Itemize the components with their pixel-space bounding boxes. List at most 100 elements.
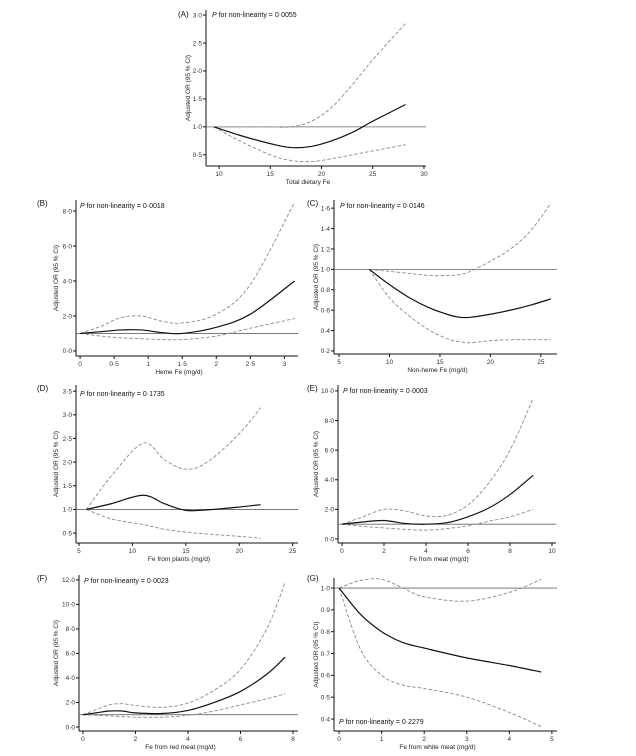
- y-tick-label: 12·0: [62, 577, 75, 584]
- y-tick-label: 0·4: [321, 328, 331, 335]
- x-tick-label: 8: [508, 548, 512, 555]
- x-tick-label: 5: [337, 359, 341, 366]
- p-nonlinearity: P for non-linearity = 0·2279: [339, 719, 424, 726]
- x-axis-label: Total dietary Fe: [286, 179, 331, 186]
- panel-label: (A): [178, 10, 189, 19]
- or-estimate-line: [368, 268, 552, 319]
- y-tick-label: 0·5: [193, 152, 203, 159]
- y-tick-label: 3·0: [63, 412, 73, 419]
- y-axis-label: Adjusted OR (95 % CI): [313, 431, 320, 497]
- x-tick-label: 2: [422, 736, 426, 743]
- y-tick-label: 1·0: [63, 507, 73, 514]
- x-tick-label: 20: [487, 359, 495, 366]
- y-tick-label: 2·0: [193, 68, 203, 75]
- y-tick-label: 1·4: [321, 226, 331, 233]
- y-tick-label: 0·0: [66, 724, 76, 731]
- y-axis-label: Adjusted OR (95 % CI): [53, 245, 60, 311]
- y-tick-label: 0·8: [321, 287, 331, 294]
- x-tick-label: 30: [420, 171, 428, 178]
- y-tick-label: 2·0: [63, 313, 73, 320]
- y-axis-label: Adjusted OR (95 % CI): [313, 244, 320, 310]
- x-tick-label: 25: [369, 171, 377, 178]
- y-tick-label: 1·0: [321, 585, 331, 592]
- p-nonlinearity: P for non-linearity = 0·0055: [212, 12, 297, 19]
- p-value-text: for non-linearity = 0·1735: [85, 391, 165, 398]
- y-tick-label: 2·0: [66, 700, 76, 707]
- or-estimate-line: [338, 587, 542, 673]
- x-tick-label: 0: [337, 736, 341, 743]
- upper-ci-line: [338, 578, 542, 602]
- y-tick-label: 0·0: [325, 536, 335, 543]
- x-axis-label: Fe from plants (mg/d): [148, 556, 210, 563]
- p-symbol: P: [80, 391, 85, 398]
- or-estimate-line: [213, 103, 406, 149]
- upper-ci-line: [369, 202, 552, 277]
- x-tick-label: 20: [236, 548, 244, 555]
- panel-e: 0·0 2·0 4·0 6·0 8·0 10·0 0 2 4 6 8 10 Fe from meat (…: [307, 384, 556, 563]
- or-estimate-line: [86, 494, 261, 512]
- y-tick-label: 8·0: [63, 208, 73, 215]
- y-axis-label: Adjusted OR (95 % CI): [313, 621, 320, 687]
- p-nonlinearity: P for non-linearity = 0·0023: [84, 578, 169, 585]
- x-axis-label: Heme Fe (mg/d): [155, 369, 202, 376]
- x-axis-label: Fe from red meat (mg/d): [145, 744, 215, 751]
- x-tick-label: 15: [182, 548, 190, 555]
- x-tick-label: 5: [77, 548, 81, 555]
- x-tick-label: 15: [267, 171, 275, 178]
- y-tick-label: 10·0: [62, 602, 75, 609]
- x-tick-label: 6: [239, 736, 243, 743]
- x-tick-label: 2: [382, 548, 386, 555]
- x-tick-label: 15: [436, 359, 444, 366]
- panel-label: (C): [307, 199, 318, 208]
- y-tick-label: 2·0: [63, 459, 73, 466]
- panel-label: (D): [37, 384, 48, 393]
- y-tick-label: 1·0: [321, 267, 331, 274]
- lower-ci-line: [82, 693, 286, 718]
- p-value-text: for non-linearity = 0·0146: [345, 203, 425, 210]
- lower-ci-line: [80, 318, 295, 341]
- x-tick-label: 10: [215, 171, 223, 178]
- panel-g: 0·4 0·5 0·6 0·7 0·8 0·9 1·0 0 1 2 3 4 5 Fe from white…: [307, 574, 557, 751]
- x-tick-label: 4: [424, 548, 428, 555]
- y-axis-label: Adjusted OR (95 % CI): [53, 431, 60, 497]
- panel-f: 0·0 2·0 4·0 6·0 8·0 10·0 12·0 0 2 4 6 8 Fe from red …: [37, 574, 298, 751]
- x-tick-label: 3: [465, 736, 469, 743]
- x-tick-label: 4: [508, 736, 512, 743]
- y-tick-label: 2·5: [63, 436, 73, 443]
- panel-label: (E): [307, 384, 318, 393]
- y-tick-label: 2·5: [193, 40, 203, 47]
- upper-ci-line: [213, 23, 406, 128]
- y-axis-label: Adjusted OR (95 % CI): [185, 55, 192, 121]
- upper-ci-line: [86, 407, 261, 510]
- x-tick-label: 20: [318, 171, 326, 178]
- y-tick-label: 6·0: [63, 243, 73, 250]
- x-tick-label: 10: [548, 548, 556, 555]
- lower-ci-line: [341, 508, 534, 531]
- upper-ci-line: [341, 398, 534, 525]
- y-tick-label: 3·0: [193, 12, 203, 19]
- x-axis-label: Non-heme Fe (mg/d): [407, 367, 467, 374]
- panel-b: 0·0 2·0 4·0 6·0 8·0 0 0·5 1 1·5 2 2·5 3 Heme Fe (mg/…: [37, 199, 298, 376]
- y-tick-label: 8·0: [66, 626, 76, 633]
- x-axis-label: Fe from meat (mg/d): [409, 556, 468, 563]
- y-tick-label: 0·7: [321, 651, 331, 658]
- y-tick-label: 0·6: [321, 307, 331, 314]
- p-value-text: for non-linearity = 0·0023: [89, 578, 169, 585]
- upper-ci-line: [82, 582, 286, 716]
- p-symbol: P: [84, 578, 89, 585]
- lower-ci-line: [338, 587, 542, 728]
- panel-label: (B): [37, 199, 48, 208]
- x-axis-label: Fe from white meat (mg/d): [399, 744, 475, 751]
- p-symbol: P: [343, 388, 348, 395]
- x-tick-label: 6: [466, 548, 470, 555]
- y-tick-label: 4·0: [66, 675, 76, 682]
- panel-label: (G): [307, 574, 319, 583]
- y-tick-label: 0·5: [63, 530, 73, 537]
- y-tick-label: 0·9: [321, 607, 331, 614]
- lower-ci-line: [86, 508, 261, 539]
- x-tick-label: 10: [386, 359, 394, 366]
- y-tick-label: 6·0: [66, 651, 76, 658]
- x-tick-label: 0: [340, 548, 344, 555]
- panel-c: 0·2 0·4 0·6 0·8 1·0 1·2 1·4 1·6 5 10 15 20 25 Non-hem…: [307, 199, 557, 374]
- p-value-text: for non-linearity = 0·2279: [344, 719, 424, 726]
